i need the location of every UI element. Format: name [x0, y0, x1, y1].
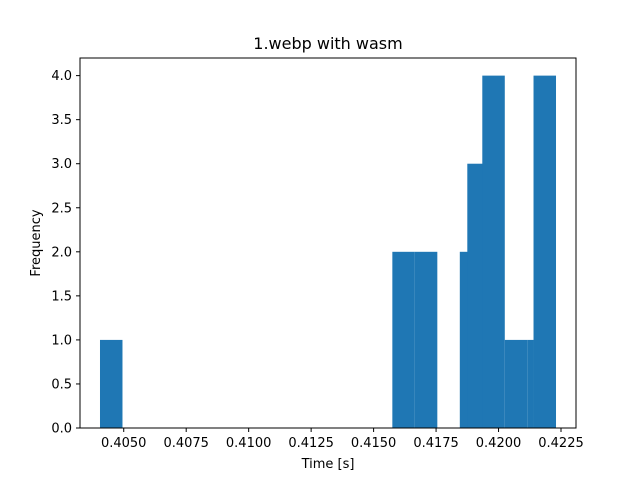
y-tick-label: 2.5: [51, 201, 72, 216]
y-tick-label: 4.0: [51, 69, 72, 84]
x-tick-label: 0.4200: [476, 436, 522, 451]
y-tick-label: 1.0: [51, 333, 72, 348]
y-tick-label: 0.0: [51, 422, 72, 437]
histogram-bar: [504, 339, 528, 428]
histogram-bar: [414, 251, 438, 428]
chart-title: 1.webp with wasm: [253, 34, 402, 53]
bars-group: [99, 75, 557, 428]
x-tick-label: 0.4075: [163, 436, 209, 451]
histogram-bar: [527, 339, 534, 428]
x-axis-label: Time [s]: [301, 457, 355, 472]
x-tick-label: 0.4125: [288, 436, 334, 451]
x-tick-label: 0.4175: [413, 436, 459, 451]
histogram-bar: [482, 75, 505, 428]
y-tick-label: 3.5: [51, 113, 72, 128]
y-tick-label: 3.0: [51, 157, 72, 172]
y-tick-label: 2.0: [51, 245, 72, 260]
histogram-bar: [392, 251, 415, 428]
x-tick-label: 0.4050: [101, 436, 147, 451]
x-tick-label: 0.4100: [226, 436, 272, 451]
x-axis-ticks: 0.4050 0.4075 0.4100 0.4125 0.4150 0.4175 0.42…: [101, 428, 584, 451]
histogram-bar: [533, 75, 557, 428]
plot-frame: [79, 57, 577, 429]
x-tick-label: 0.4225: [538, 436, 584, 451]
histogram-bar: [99, 339, 123, 428]
y-tick-label: 1.5: [51, 289, 72, 304]
y-axis-ticks: 0.0 0.5 1.0 1.5 2.0 2.5 3.0 3.5 4.0: [51, 69, 80, 437]
y-axis-label: Frequency: [29, 209, 44, 276]
y-tick-label: 0.5: [51, 377, 72, 392]
x-tick-label: 0.4150: [351, 436, 397, 451]
